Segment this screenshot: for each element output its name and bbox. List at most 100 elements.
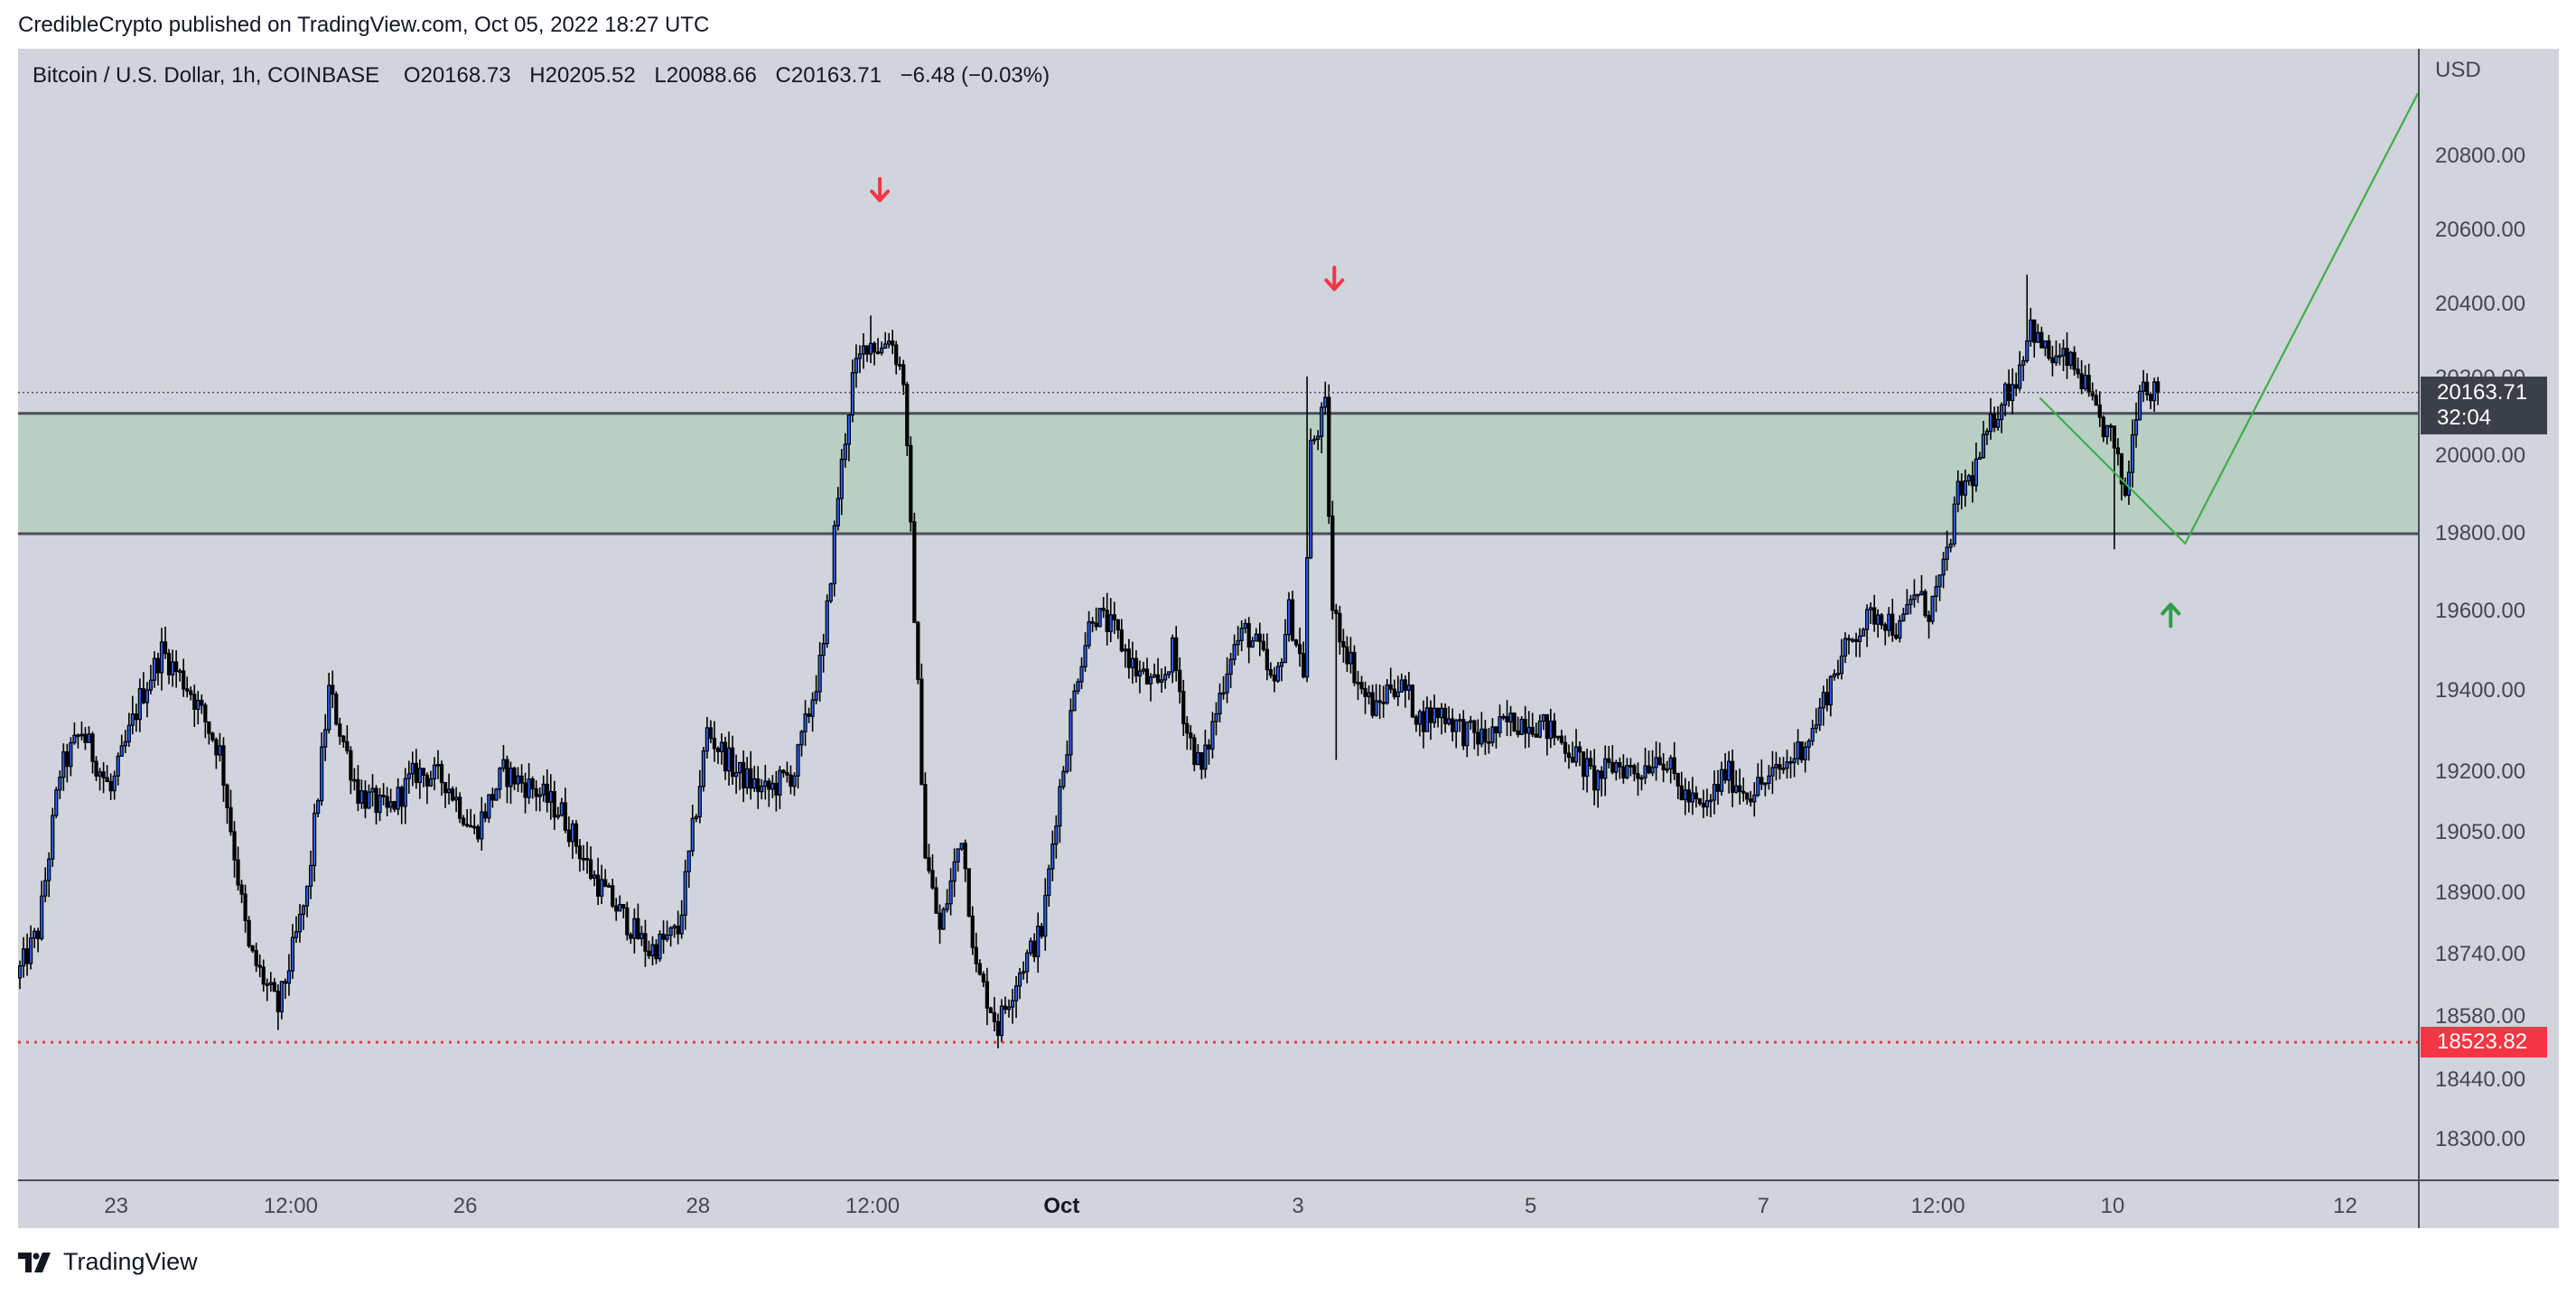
candle-bull [1537,720,1542,738]
candle-bull [1501,715,1506,719]
candle-bull [733,771,739,778]
candle-bull [47,858,51,881]
candle-bull [1076,681,1080,692]
candle-bull [821,643,826,657]
candle-bull [494,788,499,801]
candle-bear [977,963,982,975]
candle-bull [1432,707,1437,723]
candle-bull [1909,599,1913,606]
candle-bear [1483,728,1488,743]
candle-bear [519,775,524,784]
candle-bull [658,933,662,960]
candle-bear [331,685,335,695]
candle-bear [603,879,608,888]
candle-bear [1359,682,1364,690]
candle-bull [1555,735,1561,739]
candle-bear [963,843,967,870]
candle-bear [232,831,237,861]
candle-bull [1447,718,1451,724]
candle-bull [1123,648,1127,652]
candle-bull [825,600,829,645]
candle-bear [2039,331,2044,349]
candle-bear [1545,713,1549,740]
candle-bear [785,771,789,776]
candle-bear [1461,719,1466,747]
candle-bull [501,759,506,769]
candle-bear [774,782,779,796]
candle-bear [1741,790,1746,794]
candle-bear [1697,797,1703,805]
candle-bear [723,741,728,772]
candle-bull [1385,684,1389,704]
candle-bear [250,945,255,952]
candle-bear [356,778,360,804]
candle-bear [934,887,938,914]
candle-bull [1232,644,1237,660]
candle-bull [796,744,800,777]
candle-bear [185,688,190,692]
candle-bear [742,761,746,788]
candle-bull [1196,751,1200,766]
candle-bear [1290,599,1295,641]
candle-bull [948,880,953,905]
candle-bull [1796,741,1800,759]
chart-panel[interactable]: Bitcoin / U.S. Dollar, 1h, COINBASE O201… [18,49,2559,1228]
candle-bull [541,783,546,796]
candle-bear [65,751,70,768]
candle-bull [403,778,407,807]
candle-bear [1577,746,1582,753]
currency-label: USD [2435,58,2481,82]
candle-bear [1607,758,1611,763]
candle-bull [290,936,295,972]
candle-bear [1694,792,1698,800]
candle-bear [1600,770,1604,779]
candle-bear [1003,1005,1008,1011]
price-chart[interactable] [18,49,2418,1179]
candle-bear [966,868,971,918]
price-tick-label: 19800.00 [2435,521,2526,545]
brand-name: TradingView [63,1248,198,1275]
candle-bull [1650,767,1655,774]
candle-bull [268,982,273,985]
candle-bull [672,925,677,929]
candle-bear [1778,764,1782,770]
candle-bull [40,895,44,940]
candle-bull [1250,640,1255,648]
candle-bear [381,795,386,797]
candle-bull [1221,692,1226,695]
published-caption: CredibleCrypto published on TradingView.… [18,13,710,37]
candle-bull [600,879,604,897]
candle-bear [875,351,881,354]
candle-bull [527,778,531,798]
candle-bull [218,745,222,756]
candle-bull [1417,711,1423,725]
candle-bull [453,797,459,801]
low-price-label: 18523.82 [2421,1027,2547,1058]
price-tick-label: 18440.00 [2435,1067,2526,1092]
candle-bull [378,795,382,814]
candle-bear [265,983,269,986]
candle-bull [1625,765,1629,778]
candle-bear [2032,319,2037,343]
candle-bull [359,790,364,804]
candle-bull [1025,952,1030,973]
candle-bull [1316,435,1321,440]
candle-bear [898,364,902,367]
candle-bear [1101,608,1106,611]
candle-bear [1738,785,1742,792]
candle-bull [1912,594,1917,601]
candle-bear [1530,726,1535,735]
candle-bull [1704,800,1710,808]
candle-bull [435,763,441,767]
candle-bull [304,885,310,907]
candle-bear [574,823,579,847]
candle-bull [1763,782,1768,786]
candle-bear [182,670,186,690]
candle-bear [676,925,680,935]
candle-bear [2065,348,2069,366]
time-tick-label: 5 [1525,1194,1537,1218]
high-label: H [529,63,546,88]
candle-bull [1498,716,1502,733]
candle-bear [338,723,342,737]
candle-bear [1853,638,1859,642]
